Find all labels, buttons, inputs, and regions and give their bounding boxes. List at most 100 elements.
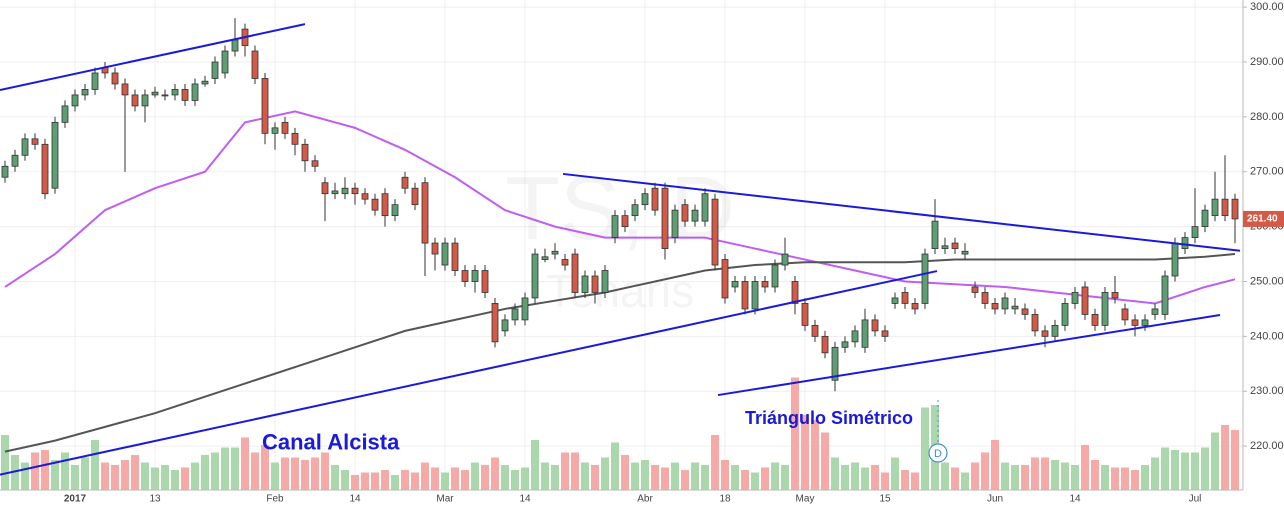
volume-bar: [951, 467, 959, 490]
volume-bar: [991, 440, 999, 490]
volume-bar: [271, 462, 279, 490]
volume-bar: [1041, 457, 1049, 490]
candle-body: [541, 256, 549, 260]
volume-bar: [221, 447, 229, 490]
volume-bar: [601, 457, 609, 490]
candle-body: [161, 94, 169, 97]
trendline: [0, 23, 306, 91]
x-tick-label: 14: [519, 494, 531, 505]
volume-bar: [841, 465, 849, 490]
volume-bar: [961, 472, 969, 490]
watermark: Tenaris: [546, 265, 694, 317]
x-tick-label: Jul: [1189, 494, 1202, 505]
volume-bar: [41, 450, 49, 490]
candle-body: [781, 253, 789, 266]
candle-body: [451, 242, 459, 271]
candle-body: [111, 72, 119, 85]
volume-bar: [391, 475, 399, 490]
volume-bar: [851, 462, 859, 490]
candle-body: [601, 270, 609, 293]
candle-body: [1151, 308, 1159, 315]
volume-bar: [161, 465, 169, 490]
candle-body: [471, 270, 479, 282]
volume-bar: [1021, 465, 1029, 490]
volume-bar: [301, 460, 309, 490]
candle-body: [1221, 198, 1229, 217]
candle-body: [1211, 198, 1219, 217]
trendline: [562, 172, 1241, 252]
volume-bar: [651, 465, 659, 490]
candle-body: [531, 253, 539, 299]
candle-body: [151, 91, 159, 96]
candle-body: [401, 176, 409, 189]
price-label: 261.40: [1247, 214, 1278, 225]
volume-bar: [831, 457, 839, 490]
candle-body: [911, 303, 919, 310]
candle-body: [1131, 319, 1139, 326]
candle-body: [481, 270, 489, 293]
candle-body: [991, 303, 999, 310]
volume-bar: [1121, 467, 1129, 490]
candle-body: [211, 61, 219, 79]
candle-body: [931, 220, 939, 249]
candle-body: [511, 308, 519, 321]
candle-body: [751, 281, 759, 310]
candle-body: [231, 39, 239, 52]
candle-body: [881, 330, 889, 337]
trendline: [717, 313, 1221, 397]
candle-body: [261, 78, 269, 134]
candle-body: [711, 198, 719, 266]
volume-bar: [771, 462, 779, 490]
volume-bar: [531, 440, 539, 490]
volume-bar: [101, 462, 109, 490]
volume-bar: [291, 457, 299, 490]
candle-body: [1161, 275, 1169, 315]
volume-bar: [981, 452, 989, 490]
candle-body: [981, 292, 989, 304]
volume-bar: [611, 442, 619, 490]
candle-body: [621, 215, 629, 228]
volume-bar: [51, 460, 59, 490]
candle-body: [521, 297, 529, 321]
price-label-box: [1243, 210, 1284, 227]
volume-bar: [741, 470, 749, 490]
candle-body: [1011, 305, 1019, 310]
volume-bar: [471, 462, 479, 490]
volume-bar: [341, 470, 349, 490]
price-axis: [1243, 0, 1284, 507]
candle-body: [1121, 308, 1129, 321]
volume-bar: [1081, 445, 1089, 490]
candle-body: [321, 182, 329, 195]
candle-body: [371, 198, 379, 211]
candle-body: [1201, 209, 1209, 228]
candle-body: [961, 250, 969, 255]
volume-bar: [1191, 452, 1199, 490]
candle-body: [741, 281, 749, 310]
volume-bar: [571, 452, 579, 490]
event-marker: [928, 443, 948, 463]
candle-body: [81, 89, 89, 96]
volume-bar: [751, 472, 759, 490]
volume-bar: [361, 472, 369, 490]
volume-bar: [901, 470, 909, 490]
volume-bar: [1051, 460, 1059, 490]
volume-bar: [1031, 457, 1039, 490]
candle-body: [461, 270, 469, 282]
candle-body: [271, 127, 279, 134]
candle-body: [731, 281, 739, 288]
volume-bar: [31, 452, 39, 490]
volume-bar: [201, 455, 209, 490]
volume-bar: [91, 440, 99, 490]
volume-bar: [281, 457, 289, 490]
volume-bar: [591, 465, 599, 490]
candle-body: [91, 72, 99, 90]
candle-body: [801, 303, 809, 326]
volume-bar: [441, 472, 449, 490]
y-tick-label: 280.00: [1250, 111, 1284, 123]
candle-body: [821, 335, 829, 354]
volume-bar: [321, 452, 329, 490]
x-tick-label: 15: [879, 494, 891, 505]
candle-body: [641, 193, 649, 206]
candle-body: [421, 182, 429, 244]
